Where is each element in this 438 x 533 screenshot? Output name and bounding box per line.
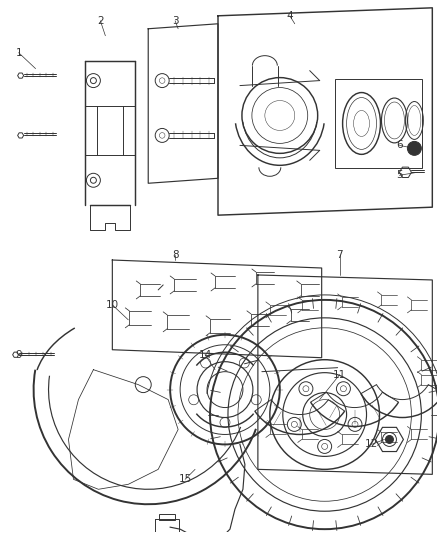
Text: 10: 10 [106, 300, 119, 310]
Text: 15: 15 [178, 474, 192, 484]
Bar [335, 78, 422, 168]
Circle shape [407, 141, 421, 155]
Text: 6: 6 [396, 140, 403, 150]
Text: 8: 8 [172, 250, 178, 260]
Text: 3: 3 [172, 16, 178, 26]
Text: 5: 5 [396, 170, 403, 180]
Text: 12: 12 [365, 439, 378, 449]
Text: 9: 9 [15, 350, 22, 360]
Circle shape [385, 435, 393, 443]
Text: 1: 1 [15, 47, 22, 58]
Text: 11: 11 [333, 370, 346, 379]
Text: 14: 14 [198, 350, 212, 360]
Text: 4: 4 [286, 11, 293, 21]
Text: 7: 7 [336, 250, 343, 260]
Bar [159, 514, 175, 520]
Text: 2: 2 [97, 16, 104, 26]
Bar [155, 519, 179, 533]
